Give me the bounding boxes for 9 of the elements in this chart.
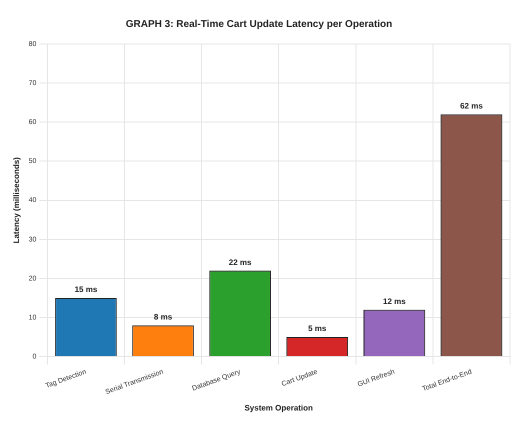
x-axis-title: System Operation	[244, 403, 314, 412]
data-label: 22 ms	[228, 258, 252, 267]
chart-title: GRAPH 3: Real-Time Cart Update Latency per Operation	[126, 18, 392, 30]
y-axis-title: Latency (milliseconds)	[12, 156, 22, 244]
data-label: 62 ms	[460, 102, 484, 111]
data-label: 5 ms	[308, 324, 327, 334]
data-label: 12 ms	[383, 296, 406, 306]
data-label: 8 ms	[154, 312, 173, 322]
data-label: 15 ms	[74, 285, 98, 294]
